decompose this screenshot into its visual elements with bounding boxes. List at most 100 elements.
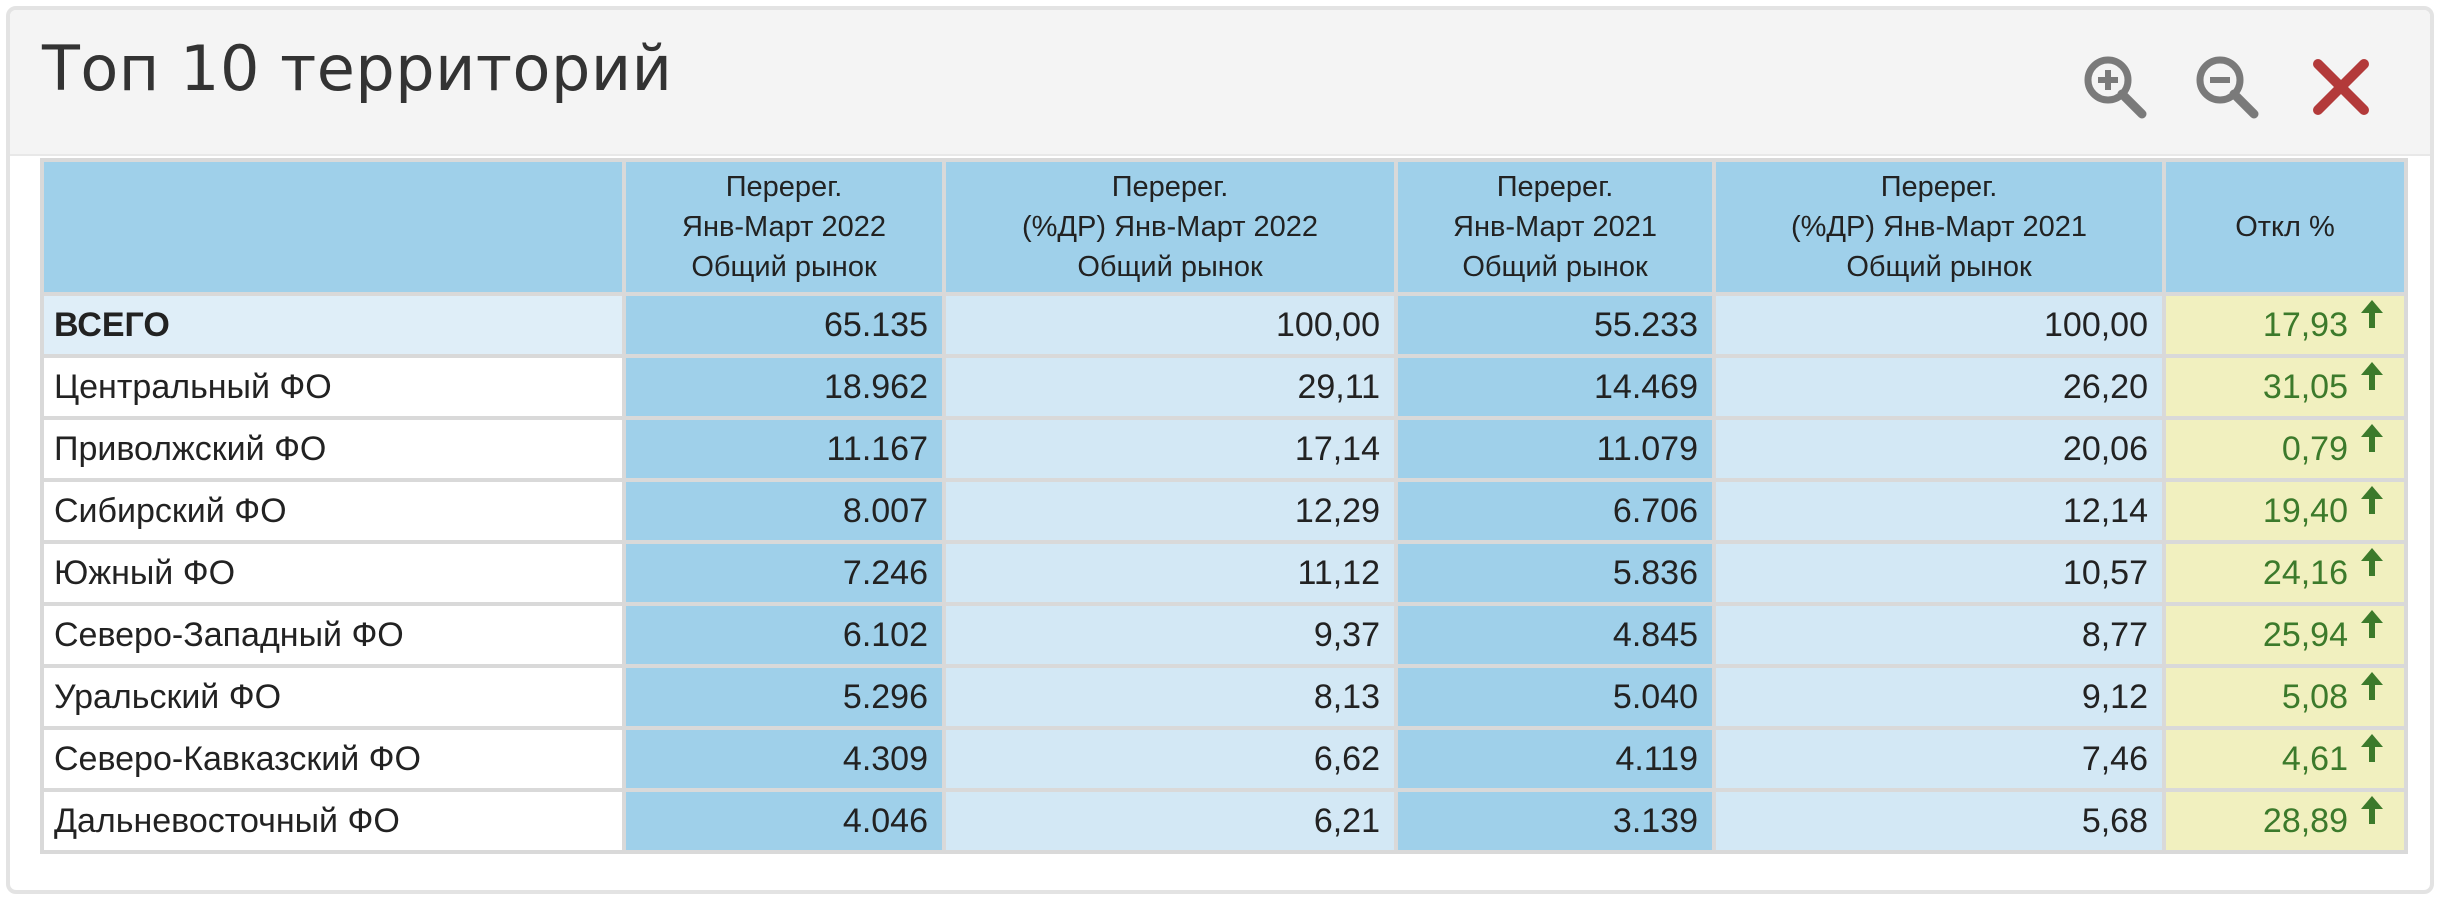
deviation-cell: 17,93 (2162, 292, 2408, 358)
header-line: Общий рынок (1846, 251, 2032, 283)
share-2022-cell: 9,37 (942, 602, 1398, 668)
deviation-cell: 24,16 (2162, 540, 2408, 606)
column-header-share-2021[interactable]: Перерег. (%ДР) Янв-Март 2021 Общий рынок (1712, 158, 2166, 296)
territory-name-cell: ВСЕГО (40, 292, 626, 358)
header-line: Янв-Март 2021 (1453, 211, 1657, 243)
deviation-cell: 5,08 (2162, 664, 2408, 730)
deviation-value: 25,94 (2262, 616, 2348, 655)
deviation-value: 31,05 (2262, 368, 2348, 407)
up-arrow-icon (2360, 361, 2384, 391)
territory-name-cell: Центральный ФО (40, 354, 626, 420)
rereg-2022-cell: 18.962 (622, 354, 946, 420)
header-line: Янв-Март 2022 (682, 211, 886, 243)
deviation-cell: 19,40 (2162, 478, 2408, 544)
share-2021-cell: 10,57 (1712, 540, 2166, 606)
share-2022-cell: 11,12 (942, 540, 1398, 606)
column-header-rereg-2022[interactable]: Перерег. Янв-Март 2022 Общий рынок (622, 158, 946, 296)
up-arrow-icon (2360, 671, 2384, 701)
header-line: Перерег. (725, 171, 843, 203)
up-arrow-icon (2360, 733, 2384, 763)
deviation-value: 19,40 (2262, 492, 2348, 531)
header-line: Общий рынок (1462, 251, 1648, 283)
share-2021-cell: 12,14 (1712, 478, 2166, 544)
rereg-2021-cell: 11.079 (1394, 416, 1716, 482)
rereg-2022-cell: 4.309 (622, 726, 946, 792)
share-2021-cell: 7,46 (1712, 726, 2166, 792)
close-button[interactable] (2308, 54, 2374, 120)
share-2021-cell: 9,12 (1712, 664, 2166, 730)
rereg-2022-cell: 8.007 (622, 478, 946, 544)
deviation-cell: 25,94 (2162, 602, 2408, 668)
table-row[interactable]: Уральский ФО 5.296 8,13 5.040 9,12 5,08 (40, 664, 2408, 730)
share-2022-cell: 6,21 (942, 788, 1398, 854)
share-2021-cell: 26,20 (1712, 354, 2166, 420)
up-arrow-icon (2360, 485, 2384, 515)
table-body: ВСЕГО 65.135 100,00 55.233 100,00 17,93 … (40, 292, 2408, 854)
territory-name-cell: Южный ФО (40, 540, 626, 606)
share-2022-cell: 100,00 (942, 292, 1398, 358)
territory-name-cell: Сибирский ФО (40, 478, 626, 544)
deviation-cell: 31,05 (2162, 354, 2408, 420)
table-row[interactable]: Центральный ФО 18.962 29,11 14.469 26,20… (40, 354, 2408, 420)
rereg-2021-cell: 6.706 (1394, 478, 1716, 544)
territory-name-cell: Уральский ФО (40, 664, 626, 730)
deviation-value: 28,89 (2262, 802, 2348, 841)
table-header-row: Перерег. Янв-Март 2022 Общий рынок Перер… (40, 158, 2408, 296)
share-2021-cell: 100,00 (1712, 292, 2166, 358)
column-header-rereg-2021[interactable]: Перерег. Янв-Март 2021 Общий рынок (1394, 158, 1716, 296)
zoom-in-icon (2084, 56, 2147, 119)
table-row[interactable]: Сибирский ФО 8.007 12,29 6.706 12,14 19,… (40, 478, 2408, 544)
deviation-cell: 28,89 (2162, 788, 2408, 854)
deviation-value: 0,79 (2281, 430, 2348, 469)
column-header-share-2022[interactable]: Перерег. (%ДР) Янв-Март 2022 Общий рынок (942, 158, 1398, 296)
header-line: Перерег. (1496, 171, 1614, 203)
deviation-value: 5,08 (2281, 678, 2348, 717)
rereg-2021-cell: 14.469 (1394, 354, 1716, 420)
rereg-2022-cell: 4.046 (622, 788, 946, 854)
zoom-out-button[interactable] (2190, 50, 2262, 122)
share-2022-cell: 8,13 (942, 664, 1398, 730)
zoom-in-button[interactable] (2078, 50, 2150, 122)
table-row[interactable]: Северо-Западный ФО 6.102 9,37 4.845 8,77… (40, 602, 2408, 668)
rereg-2021-cell: 5.040 (1394, 664, 1716, 730)
close-icon (2313, 59, 2369, 115)
up-arrow-icon (2360, 795, 2384, 825)
territory-name-cell: Приволжский ФО (40, 416, 626, 482)
header-line: (%ДР) Янв-Март 2021 (1790, 211, 2088, 243)
header-line: Откл % (2235, 211, 2335, 243)
zoom-out-icon (2196, 56, 2259, 119)
table-row[interactable]: Южный ФО 7.246 11,12 5.836 10,57 24,16 (40, 540, 2408, 606)
rereg-2022-cell: 11.167 (622, 416, 946, 482)
header-line: (%ДР) Янв-Март 2022 (1021, 211, 1319, 243)
territories-table: Перерег. Янв-Март 2022 Общий рынок Перер… (40, 158, 2408, 854)
share-2022-cell: 6,62 (942, 726, 1398, 792)
table-row[interactable]: Дальневосточный ФО 4.046 6,21 3.139 5,68… (40, 788, 2408, 854)
rereg-2022-cell: 65.135 (622, 292, 946, 358)
share-2021-cell: 5,68 (1712, 788, 2166, 854)
territory-name-cell: Дальневосточный ФО (40, 788, 626, 854)
rereg-2022-cell: 6.102 (622, 602, 946, 668)
share-2022-cell: 29,11 (942, 354, 1398, 420)
header-line: Перерег. (1111, 171, 1229, 203)
territory-name-cell: Северо-Кавказский ФО (40, 726, 626, 792)
rereg-2021-cell: 5.836 (1394, 540, 1716, 606)
column-header-territory[interactable] (40, 158, 626, 296)
deviation-value: 24,16 (2262, 554, 2348, 593)
header-line: Общий рынок (1077, 251, 1263, 283)
panel-header: Топ 10 территорий (10, 10, 2430, 156)
deviation-value: 17,93 (2262, 306, 2348, 345)
column-header-deviation[interactable]: Откл % (2162, 158, 2408, 296)
table-row[interactable]: Северо-Кавказский ФО 4.309 6,62 4.119 7,… (40, 726, 2408, 792)
up-arrow-icon (2360, 299, 2384, 329)
table-row[interactable]: Приволжский ФО 11.167 17,14 11.079 20,06… (40, 416, 2408, 482)
territories-table-wrapper: Перерег. Янв-Март 2022 Общий рынок Перер… (40, 158, 2408, 854)
rereg-2021-cell: 4.119 (1394, 726, 1716, 792)
up-arrow-icon (2360, 609, 2384, 639)
share-2021-cell: 20,06 (1712, 416, 2166, 482)
deviation-value: 4,61 (2281, 740, 2348, 779)
table-row[interactable]: ВСЕГО 65.135 100,00 55.233 100,00 17,93 (40, 292, 2408, 358)
rereg-2022-cell: 7.246 (622, 540, 946, 606)
deviation-cell: 4,61 (2162, 726, 2408, 792)
up-arrow-icon (2360, 547, 2384, 577)
panel-title: Топ 10 территорий (42, 32, 673, 105)
